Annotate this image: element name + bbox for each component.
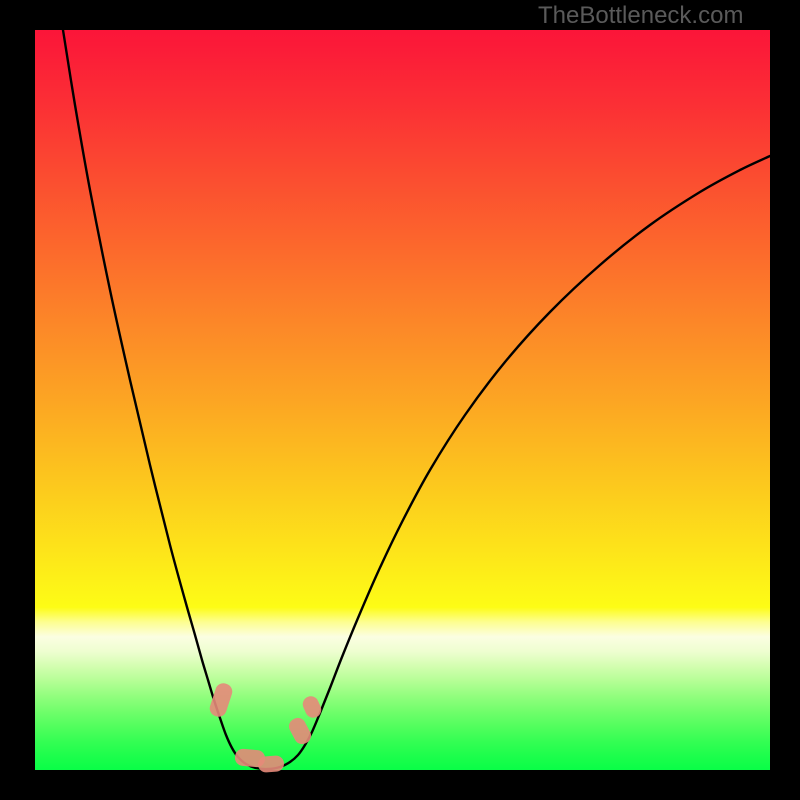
gradient-plot-area bbox=[35, 30, 770, 770]
watermark-text: TheBottleneck.com bbox=[538, 2, 743, 30]
chart-canvas: TheBottleneck.com bbox=[0, 0, 800, 800]
